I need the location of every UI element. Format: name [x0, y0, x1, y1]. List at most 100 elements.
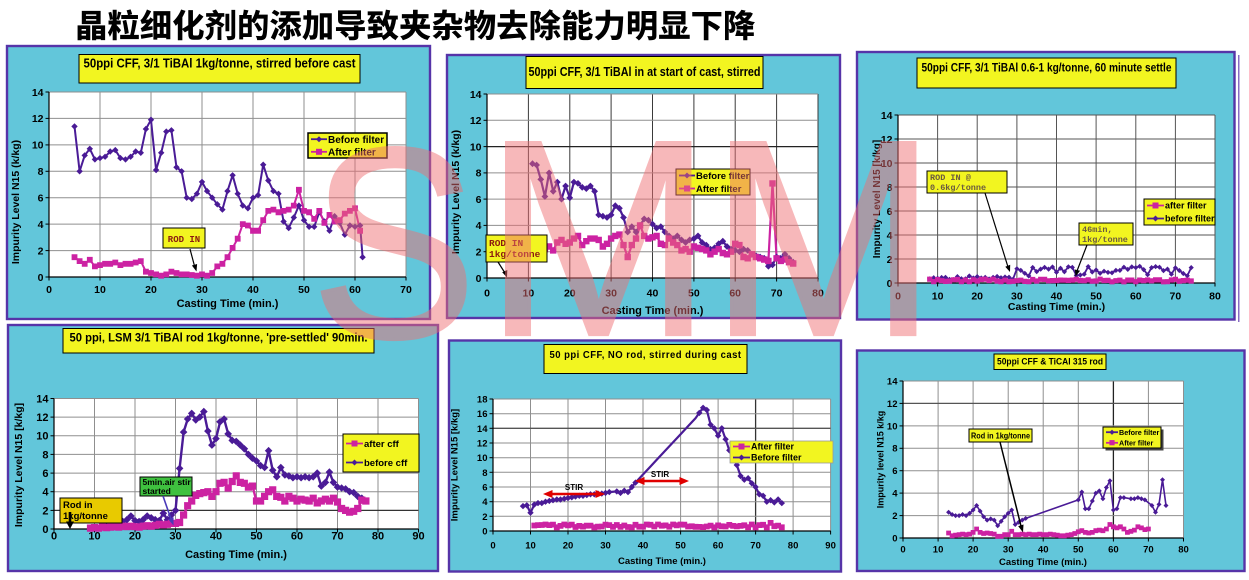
svg-text:30: 30: [196, 284, 208, 296]
svg-text:M: M: [484, 82, 712, 394]
svg-text:0: 0: [900, 545, 905, 556]
svg-text:0: 0: [42, 524, 48, 536]
svg-text:40: 40: [1038, 545, 1049, 556]
svg-text:50: 50: [1090, 291, 1102, 303]
svg-text:Impurity Level N15 [k/kg]: Impurity Level N15 [k/kg]: [13, 403, 25, 527]
svg-text:2: 2: [476, 247, 482, 259]
svg-text:30: 30: [1003, 545, 1014, 556]
svg-text:50: 50: [675, 541, 686, 552]
svg-text:0: 0: [892, 533, 897, 544]
svg-text:Impurity Level N15 (k/kg): Impurity Level N15 (k/kg): [450, 130, 462, 254]
svg-text:80: 80: [788, 541, 799, 552]
svg-text:2: 2: [42, 505, 48, 517]
svg-text:after cff: after cff: [364, 439, 400, 450]
svg-text:2: 2: [38, 245, 44, 257]
svg-text:14: 14: [470, 89, 482, 101]
svg-text:60: 60: [1108, 545, 1119, 556]
svg-text:50: 50: [298, 284, 310, 296]
svg-text:12: 12: [887, 399, 898, 410]
svg-text:S: S: [311, 93, 477, 395]
svg-text:Rod in 1kg/tonne: Rod in 1kg/tonne: [971, 431, 1030, 441]
svg-text:80: 80: [1178, 545, 1189, 556]
svg-text:40: 40: [210, 531, 222, 543]
svg-text:14: 14: [477, 424, 488, 435]
svg-text:30: 30: [605, 288, 617, 300]
svg-text:80: 80: [1209, 291, 1221, 303]
svg-text:Casting Time (min.): Casting Time (min.): [177, 298, 279, 310]
svg-text:50 ppi, LSM 3/1 TiBAl rod 1kg: 50 ppi, LSM 3/1 TiBAl rod 1kg/tonne, 'pr…: [70, 333, 368, 345]
svg-text:Before filter: Before filter: [696, 171, 750, 182]
svg-text:20: 20: [145, 284, 157, 296]
svg-text:Casting Time (min.): Casting Time (min.): [618, 556, 706, 567]
svg-text:90: 90: [825, 541, 836, 552]
svg-text:14: 14: [36, 394, 49, 406]
svg-text:4: 4: [476, 220, 482, 232]
svg-text:Casting Time (min.): Casting Time (min.): [1008, 301, 1105, 313]
svg-text:Casting Time (min.): Casting Time (min.): [602, 305, 704, 317]
svg-text:40: 40: [1051, 291, 1063, 303]
svg-text:2: 2: [887, 254, 893, 266]
svg-text:Casting Time (min.): Casting Time (min.): [185, 549, 287, 561]
svg-text:0: 0: [484, 288, 490, 300]
svg-text:5min.air stir: 5min.air stir: [143, 477, 192, 487]
svg-text:80: 80: [372, 531, 384, 543]
svg-text:10: 10: [94, 284, 106, 296]
svg-text:4: 4: [42, 487, 49, 499]
svg-text:70: 70: [1170, 291, 1182, 303]
svg-text:50: 50: [688, 288, 700, 300]
svg-text:10: 10: [523, 288, 535, 300]
svg-text:10: 10: [933, 545, 944, 556]
svg-text:After filter: After filter: [328, 147, 376, 158]
svg-text:60: 60: [713, 541, 724, 552]
svg-text:Impurity Level N15 [k/kg]: Impurity Level N15 [k/kg]: [450, 409, 461, 521]
svg-text:70: 70: [400, 284, 412, 296]
svg-text:30: 30: [1011, 291, 1023, 303]
svg-text:Impurity Level N15 [k/kg]: Impurity Level N15 [k/kg]: [872, 140, 883, 258]
svg-text:After filter: After filter: [751, 442, 795, 452]
svg-text:0: 0: [490, 541, 495, 552]
svg-text:0.6kg/tonne: 0.6kg/tonne: [930, 183, 986, 193]
svg-text:10: 10: [887, 421, 898, 432]
svg-text:Impurity Level N15 (k/kg): Impurity Level N15 (k/kg): [10, 140, 22, 264]
svg-text:20: 20: [129, 531, 141, 543]
svg-text:10: 10: [477, 453, 488, 464]
svg-text:Before filter: Before filter: [328, 135, 384, 146]
svg-text:0: 0: [51, 531, 57, 543]
svg-text:30: 30: [169, 531, 181, 543]
svg-text:40: 40: [647, 288, 659, 300]
svg-text:50: 50: [250, 531, 262, 543]
svg-text:12: 12: [881, 134, 893, 146]
svg-text:50ppi CFF & TiCAl 315 rod: 50ppi CFF & TiCAl 315 rod: [997, 357, 1103, 367]
svg-text:20: 20: [564, 288, 576, 300]
svg-text:70: 70: [331, 531, 343, 543]
svg-text:1kg/tonne: 1kg/tonne: [489, 249, 541, 260]
svg-text:80: 80: [812, 288, 824, 300]
svg-text:0: 0: [46, 284, 52, 296]
svg-text:10: 10: [525, 541, 536, 552]
svg-text:0: 0: [482, 526, 487, 537]
svg-text:50ppi CFF, 3/1 TiBAl 1kg/tonn: 50ppi CFF, 3/1 TiBAl 1kg/tonne, stirred …: [84, 57, 357, 71]
svg-text:2: 2: [892, 511, 897, 522]
svg-text:50 ppi CFF, NO rod, stirred du: 50 ppi CFF, NO rod, stirred during cast: [550, 350, 742, 361]
svg-text:60: 60: [291, 531, 303, 543]
svg-text:ROD IN: ROD IN: [489, 238, 524, 249]
svg-text:8: 8: [892, 444, 897, 455]
svg-text:10: 10: [470, 141, 482, 153]
svg-text:ROD IN: ROD IN: [168, 235, 200, 245]
svg-text:1kg/tonne: 1kg/tonne: [1082, 235, 1128, 245]
svg-text:30: 30: [600, 541, 611, 552]
svg-text:8: 8: [38, 166, 44, 178]
svg-text:50ppi CFF, 3/1 TiBAl in at st: 50ppi CFF, 3/1 TiBAl in at start of cast…: [529, 65, 761, 79]
svg-text:12: 12: [470, 115, 482, 127]
svg-text:0: 0: [887, 278, 893, 290]
svg-text:4: 4: [892, 489, 898, 500]
svg-text:20: 20: [563, 541, 574, 552]
svg-text:After filter: After filter: [1119, 438, 1154, 447]
svg-text:6: 6: [887, 206, 893, 218]
svg-text:4: 4: [482, 497, 488, 508]
svg-text:14: 14: [32, 87, 44, 99]
svg-text:10: 10: [932, 291, 944, 303]
svg-text:10: 10: [36, 431, 48, 443]
svg-text:0: 0: [476, 273, 482, 285]
svg-text:18: 18: [477, 394, 488, 405]
